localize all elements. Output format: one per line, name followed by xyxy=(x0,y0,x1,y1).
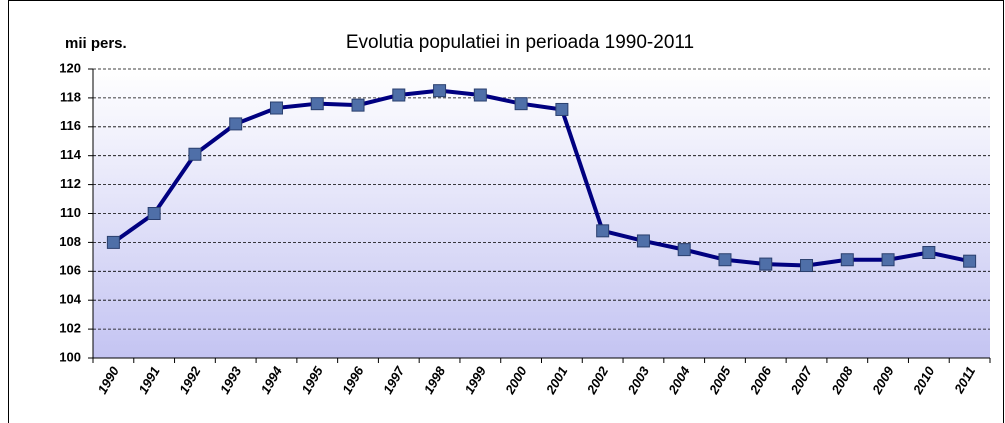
marker xyxy=(677,243,691,257)
marker xyxy=(881,253,895,267)
marker xyxy=(147,207,161,220)
y-tick-label: 112 xyxy=(60,176,81,191)
marker xyxy=(229,117,243,131)
marker xyxy=(188,147,202,161)
marker xyxy=(596,224,610,238)
y-tick-label: 118 xyxy=(60,89,81,104)
marker xyxy=(963,254,977,268)
y-axis-label: mii pers. xyxy=(65,35,127,52)
marker xyxy=(800,259,814,273)
marker xyxy=(922,246,936,260)
marker xyxy=(106,235,120,249)
marker xyxy=(351,98,365,112)
y-tick-label: 108 xyxy=(59,234,81,249)
y-tick-label: 116 xyxy=(60,118,81,133)
y-tick-label: 100 xyxy=(59,349,81,364)
line xyxy=(112,88,971,268)
y-tick-label: 102 xyxy=(59,321,81,336)
marker xyxy=(840,253,854,267)
marker xyxy=(473,88,487,102)
marker xyxy=(269,101,283,115)
marker xyxy=(310,97,324,111)
y-tick-label: 120 xyxy=(59,60,81,75)
marker xyxy=(392,88,406,102)
marker xyxy=(759,257,773,271)
y-tick-label: 106 xyxy=(59,263,81,278)
marker xyxy=(718,253,732,267)
y-tick-label: 114 xyxy=(60,147,82,162)
marker xyxy=(514,97,528,111)
marker xyxy=(433,84,447,98)
marker xyxy=(636,234,650,248)
marker xyxy=(555,102,569,116)
y-tick-label: 110 xyxy=(60,205,81,220)
y-tick-label: 104 xyxy=(59,292,81,307)
chart-title: Evolutia populatiei in perioada 1990-201… xyxy=(346,32,694,53)
